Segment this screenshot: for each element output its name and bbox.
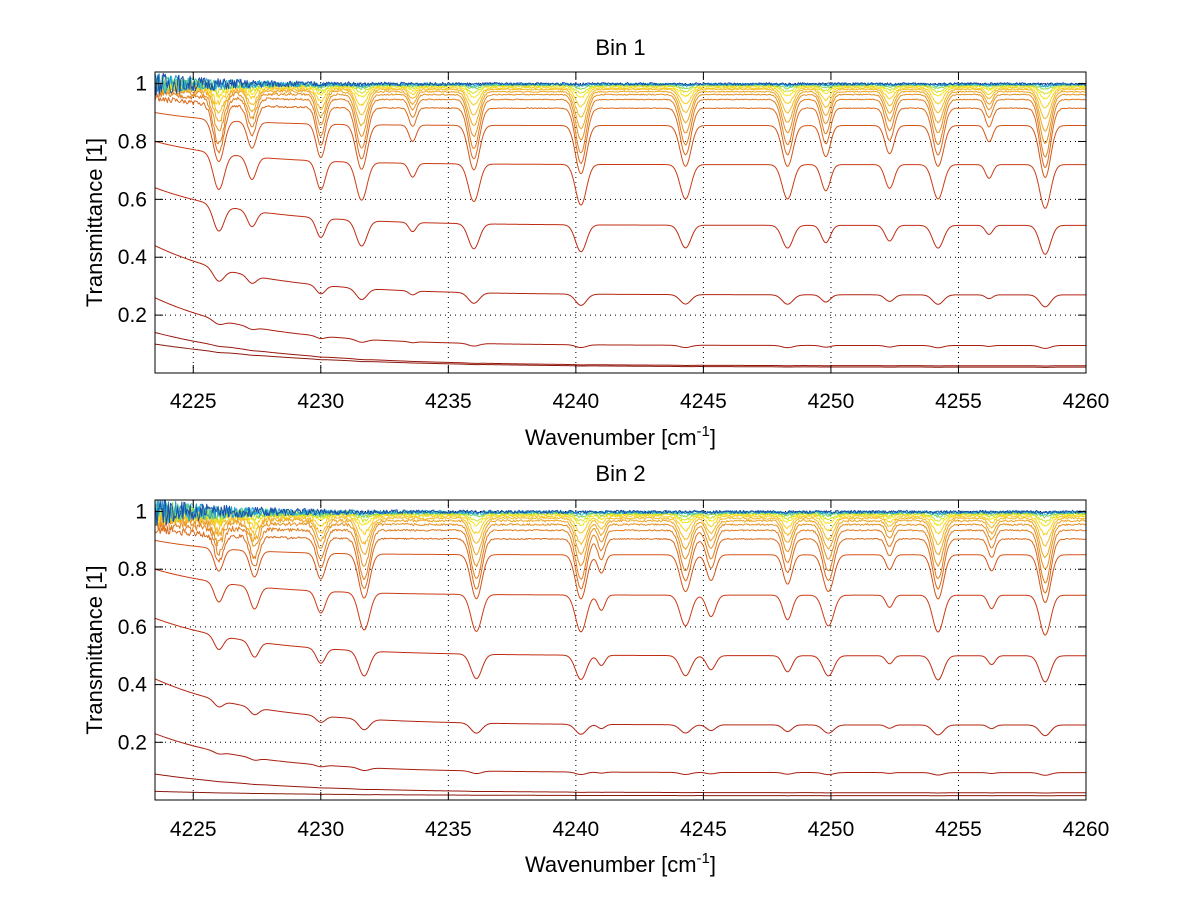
x-tick-label: 4235 xyxy=(425,390,472,413)
series-line xyxy=(155,617,1086,683)
panel-bin-1: 4225 4230 4235 4240 4245 4250 4255 4260 0.2 0.4 0.… xyxy=(82,35,1109,450)
series-line xyxy=(155,79,1086,119)
series-line xyxy=(155,500,1086,526)
x-tick-label: 4255 xyxy=(935,818,982,841)
y-tick-label: 1 xyxy=(135,73,147,96)
x-axis-label: Wavenumber [cm-1] xyxy=(525,423,716,450)
series-line xyxy=(155,678,1086,737)
series-line xyxy=(155,77,1086,100)
y-tick-label: 0.8 xyxy=(118,130,147,153)
x-tick-label: 4230 xyxy=(297,390,344,413)
series-group xyxy=(155,500,1086,797)
y-tick-label: 0.6 xyxy=(118,188,147,211)
x-tick-label: 4235 xyxy=(425,818,472,841)
x-tick-label: 4240 xyxy=(553,390,600,413)
x-tick-label: 4240 xyxy=(553,818,600,841)
series-line xyxy=(155,506,1086,536)
x-tick-label: 4250 xyxy=(808,390,855,413)
series-line xyxy=(155,140,1086,209)
y-tick-label: 0.6 xyxy=(118,616,147,639)
series-line xyxy=(155,80,1086,109)
y-tick-label: 0.4 xyxy=(118,246,148,269)
series-line xyxy=(155,790,1086,797)
y-tick-label: 0.2 xyxy=(118,304,147,327)
series-line xyxy=(155,72,1086,96)
x-tick-label: 4245 xyxy=(680,390,727,413)
x-tick-label: 4255 xyxy=(935,390,982,413)
series-line xyxy=(155,297,1086,349)
series-line xyxy=(155,112,1086,178)
y-tick-label: 1 xyxy=(135,501,147,524)
panel-bin-2: 4225 4230 4235 4240 4245 4250 4255 4260 0.2 0.4 0.… xyxy=(82,461,1109,877)
series-line xyxy=(155,513,1086,570)
series-line xyxy=(155,526,1086,594)
x-tick-label: 4260 xyxy=(1063,818,1110,841)
series-line xyxy=(155,187,1086,255)
series-line xyxy=(155,509,1086,559)
grid xyxy=(155,500,1086,800)
chart-title: Bin 2 xyxy=(595,461,645,486)
series-line xyxy=(155,90,1086,158)
series-line xyxy=(155,343,1086,368)
x-axis-label: Wavenumber [cm-1] xyxy=(525,850,716,877)
x-tick-label: 4245 xyxy=(680,818,727,841)
series-line xyxy=(155,86,1086,144)
series-line xyxy=(155,506,1086,547)
x-tick-label: 4260 xyxy=(1063,390,1110,413)
y-tick-label: 0.8 xyxy=(118,558,147,581)
series-line xyxy=(155,331,1086,367)
y-tick-label: 0.4 xyxy=(118,674,148,697)
x-tick-label: 4230 xyxy=(297,818,344,841)
series-line xyxy=(155,95,1086,168)
series-group xyxy=(155,72,1086,368)
series-line xyxy=(155,83,1086,132)
series-line xyxy=(155,518,1086,584)
grid xyxy=(155,72,1086,373)
y-axis-label: Transmittance [1] xyxy=(82,138,107,307)
series-line xyxy=(155,733,1086,776)
series-line xyxy=(155,773,1086,794)
axes-frame xyxy=(154,499,1087,801)
series-line xyxy=(155,568,1086,636)
chart-title: Bin 1 xyxy=(595,35,645,60)
series-line xyxy=(155,539,1086,603)
x-tick-label: 4225 xyxy=(170,818,217,841)
series-line xyxy=(155,245,1086,308)
y-axis-label: Transmittance [1] xyxy=(82,565,107,734)
y-tick-label: 0.2 xyxy=(118,731,147,754)
x-tick-label: 4225 xyxy=(170,390,217,413)
axes-frame xyxy=(154,71,1087,374)
x-tick-label: 4250 xyxy=(808,818,855,841)
